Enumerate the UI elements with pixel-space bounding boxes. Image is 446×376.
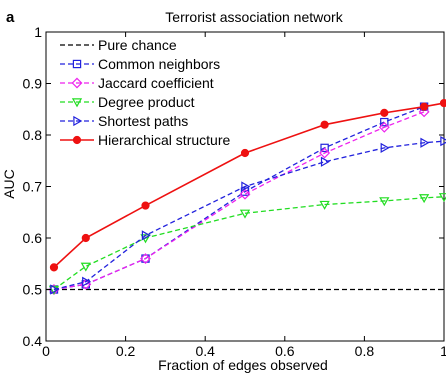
x-tick-label: 0.6 [275, 343, 295, 359]
data-point-jaccard-coefficient [319, 147, 331, 159]
data-point-degree-product [319, 200, 330, 210]
x-tick-label: 1 [440, 343, 446, 359]
data-point-common-neighbors [380, 117, 389, 127]
data-point-degree-product [438, 193, 446, 203]
series-shortest-paths [50, 136, 446, 295]
tick-layer: 0 0.2 0.4 0.6 0.8 1 0.4 0.5 0.6 0.7 0.8 0.9 1 [23, 24, 446, 359]
data-point-hierarchical-structure [81, 233, 90, 243]
series-layer [46, 98, 446, 295]
data-point-shortest-paths [380, 142, 390, 154]
x-tick-label: 0.4 [195, 343, 215, 359]
data-point-degree-product [80, 262, 91, 272]
y-tick-label: 1 [34, 24, 42, 40]
legend-marker-jaccard-coefficient [71, 77, 83, 89]
legend-label: Common neighbors [98, 56, 220, 72]
data-point-common-neighbors [320, 143, 329, 153]
series-line-shortest-paths [53, 140, 445, 291]
y-axis-label: AUC [1, 169, 17, 199]
panel-label: a [6, 9, 15, 26]
data-point-jaccard-coefficient [140, 253, 151, 265]
data-point-jaccard-coefficient [418, 106, 430, 118]
legend-marker-degree-product [71, 98, 83, 108]
legend-label: Hierarchical structure [98, 132, 230, 148]
x-tick-label: 0 [42, 343, 50, 359]
y-tick-label: 0.4 [23, 333, 43, 349]
data-point-hierarchical-structure [439, 98, 446, 108]
data-point-degree-product [418, 194, 430, 204]
series-degree-product [48, 193, 446, 295]
legend-entry-shortest-paths: Shortest paths [60, 113, 188, 129]
x-tick-label: 0.2 [116, 343, 136, 359]
data-point-jaccard-coefficient [378, 121, 390, 133]
y-tick-label: 0.5 [23, 282, 43, 298]
data-point-shortest-paths [241, 181, 251, 192]
data-point-degree-product [239, 209, 251, 219]
y-tick-label: 0.9 [23, 76, 43, 92]
legend-label: Jaccard coefficient [98, 75, 214, 91]
data-point-hierarchical-structure [49, 263, 59, 272]
y-tick-label: 0.7 [23, 179, 43, 195]
legend-entry-pure-chance: Pure chance [60, 37, 177, 53]
data-point-degree-product [379, 197, 390, 207]
legend-entry-jaccard-coefficient: Jaccard coefficient [60, 75, 214, 91]
data-point-hierarchical-structure [420, 102, 429, 111]
data-point-hierarchical-structure [320, 120, 329, 129]
data-point-hierarchical-structure [240, 148, 250, 158]
data-point-jaccard-coefficient [239, 188, 251, 200]
legend-entry-common-neighbors: Common neighbors [60, 56, 220, 72]
data-point-shortest-paths [320, 156, 330, 167]
data-point-shortest-paths [141, 230, 151, 241]
series-hierarchical-structure [49, 98, 446, 272]
data-point-common-neighbors [141, 254, 150, 263]
legend-entry-degree-product: Degree product [60, 94, 195, 110]
legend-label: Pure chance [98, 37, 177, 53]
legend-marker-hierarchical-structure [72, 135, 82, 145]
x-axis-label: Fraction of edges observed [158, 357, 328, 373]
data-point-shortest-paths [82, 276, 92, 287]
legend-marker-shortest-paths [73, 115, 83, 127]
chart-title: Terrorist association network [165, 9, 343, 25]
legend-label: Shortest paths [98, 113, 188, 129]
legend: Pure chance Common neighbors Jaccard coeff… [60, 37, 230, 148]
data-point-hierarchical-structure [141, 201, 150, 210]
data-point-shortest-paths [420, 137, 430, 148]
x-tick-label: 0.8 [355, 343, 375, 359]
y-tick-label: 0.8 [23, 127, 43, 143]
data-point-hierarchical-structure [380, 108, 389, 117]
y-tick-label: 0.6 [23, 230, 43, 246]
data-point-shortest-paths [440, 136, 446, 147]
legend-label: Degree product [98, 94, 195, 110]
legend-marker-common-neighbors [72, 59, 82, 69]
series-line-hierarchical-structure [53, 102, 445, 268]
series-line-degree-product [53, 196, 445, 291]
legend-entry-hierarchical-structure: Hierarchical structure [60, 132, 230, 148]
